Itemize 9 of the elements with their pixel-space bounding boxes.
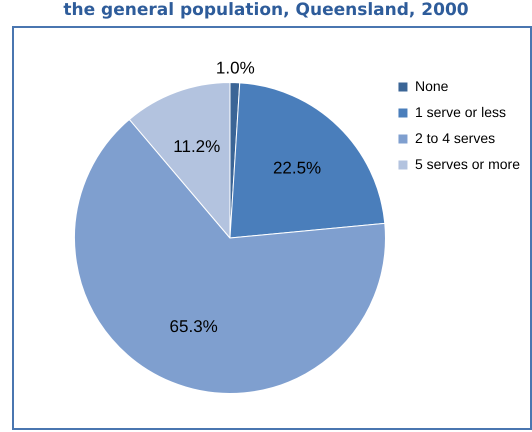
data-label: 11.2%: [173, 137, 220, 156]
chart-title: the general population, Queensland, 2000: [62, 0, 470, 20]
legend-label: None: [414, 78, 449, 94]
data-label: 65.3%: [170, 316, 218, 336]
legend-label: 5 serves or more: [414, 156, 520, 172]
legend-label: 2 to 4 serves: [414, 130, 496, 146]
legend-label: 1 serve or less: [414, 104, 506, 120]
data-label: 1.0%: [216, 58, 255, 78]
data-label: 22.5%: [272, 158, 322, 178]
